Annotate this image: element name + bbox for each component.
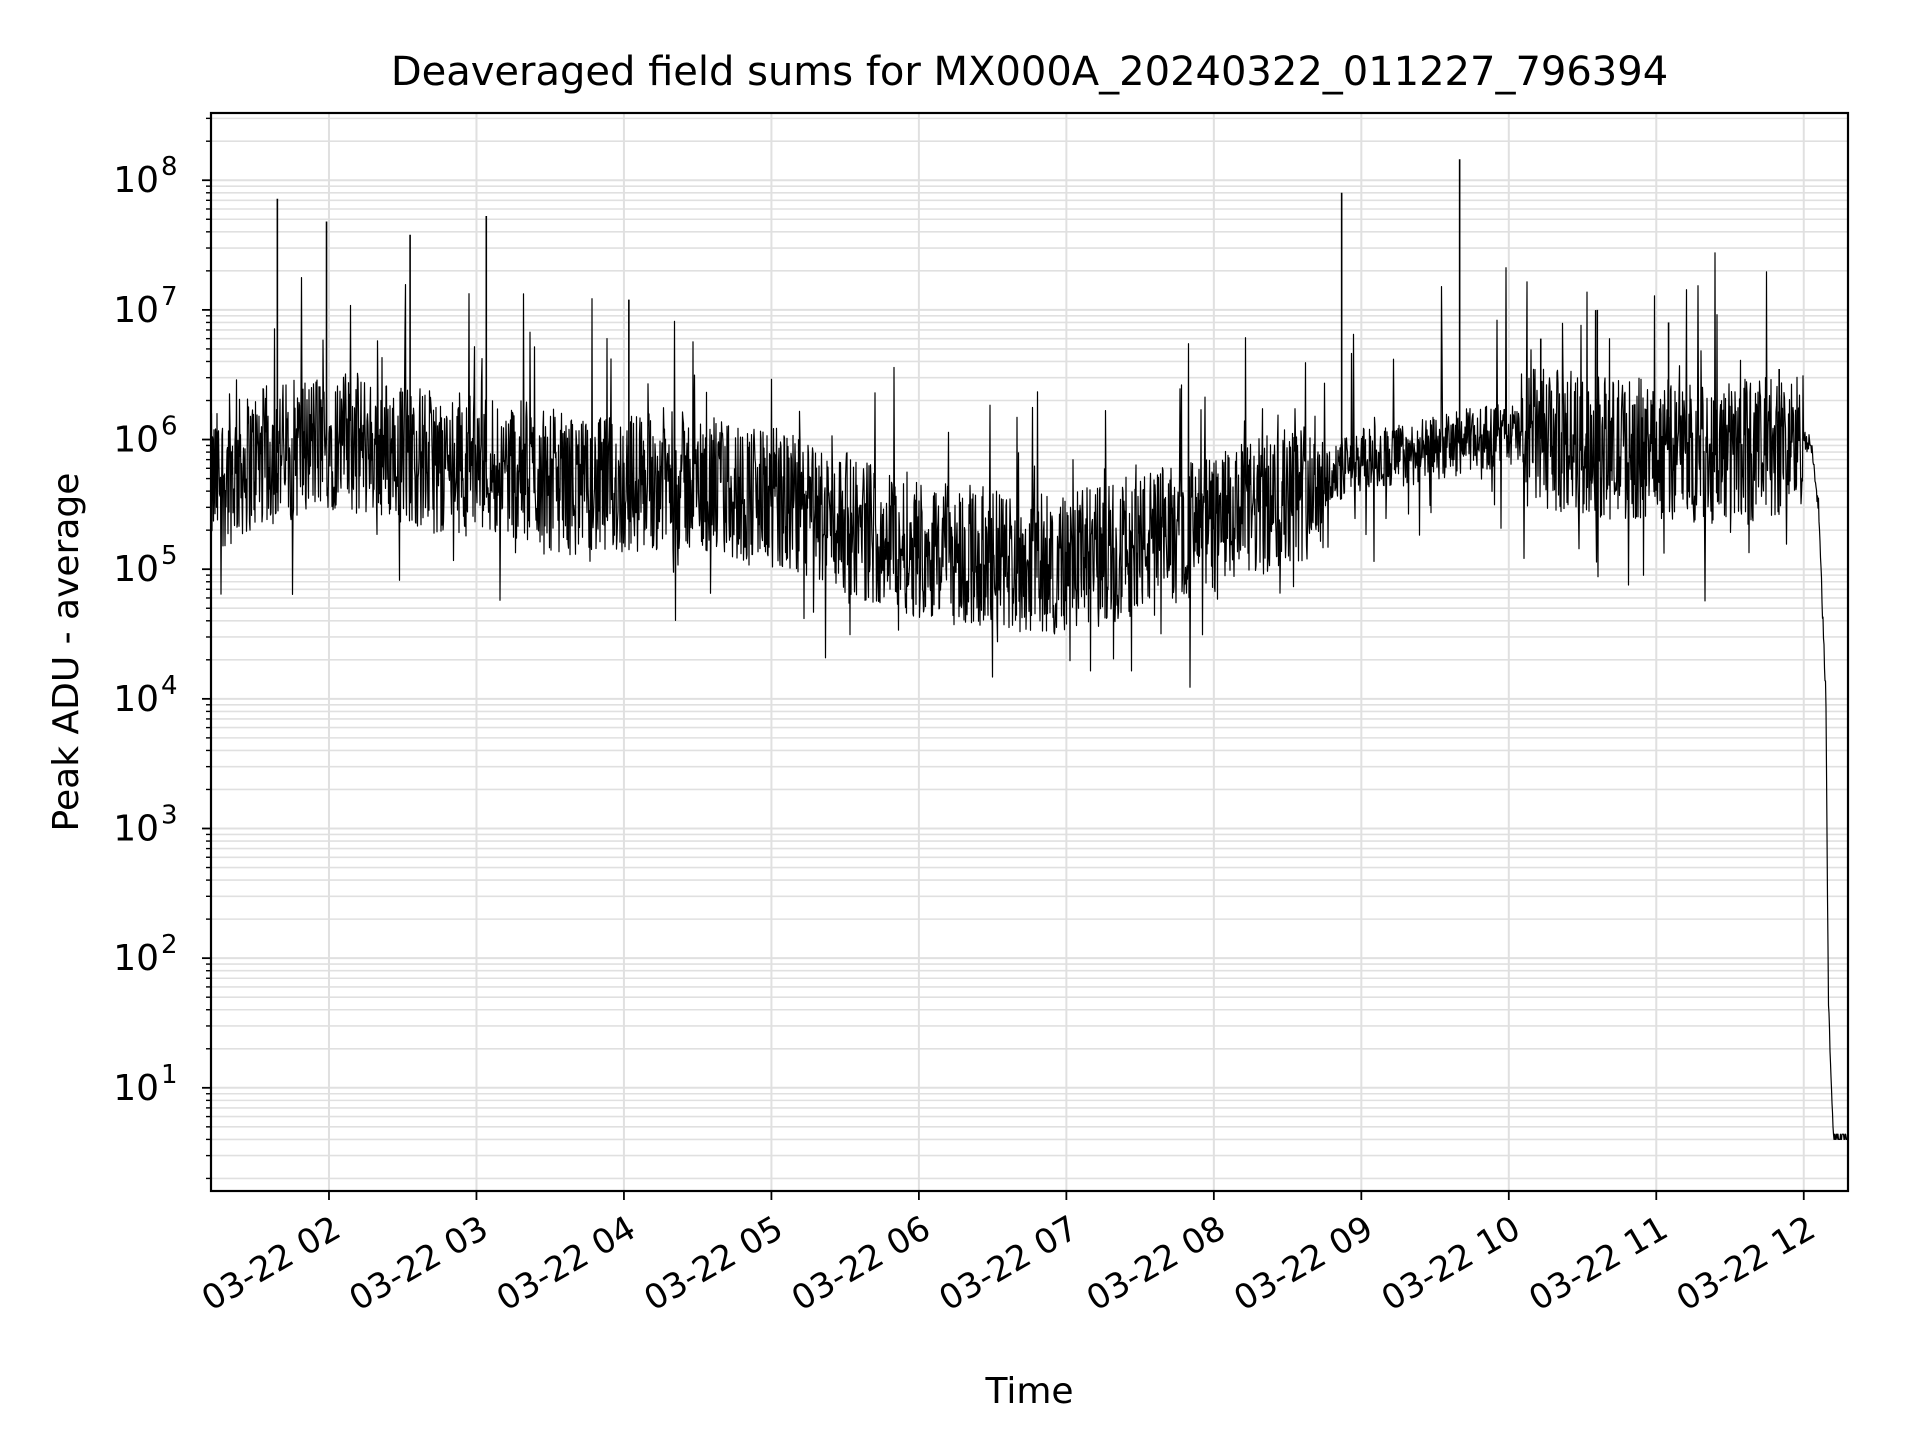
y-tick-exponent: 1 [161,1060,178,1090]
y-tick-label: 10 [113,679,159,720]
y-tick-exponent: 6 [161,412,178,442]
grid [211,113,1848,1191]
series-group [210,159,1849,1141]
y-tick-label: 10 [113,938,159,979]
x-axis-label: Time [984,1371,1073,1412]
y-axis-label: Peak ADU - average [46,473,87,832]
series-line [210,252,1849,1141]
y-tick-label: 10 [113,160,159,201]
y-tick-exponent: 8 [161,152,178,182]
plot-frame [209,111,1850,1193]
chart-title: Deaveraged field sums for MX000A_2024032… [391,49,1668,95]
y-tick-label: 10 [113,420,159,461]
y-tick-label: 10 [113,1068,159,1109]
y-tick-exponent: 3 [161,801,178,831]
y-tick-exponent: 2 [161,930,178,960]
y-tick-exponent: 5 [161,541,178,571]
y-tick-label: 10 [113,809,159,850]
y-tick-exponent: 4 [161,671,178,701]
y-tick-exponent: 7 [161,282,178,312]
y-tick-label: 10 [113,549,159,590]
y-tick-label: 10 [113,290,159,331]
